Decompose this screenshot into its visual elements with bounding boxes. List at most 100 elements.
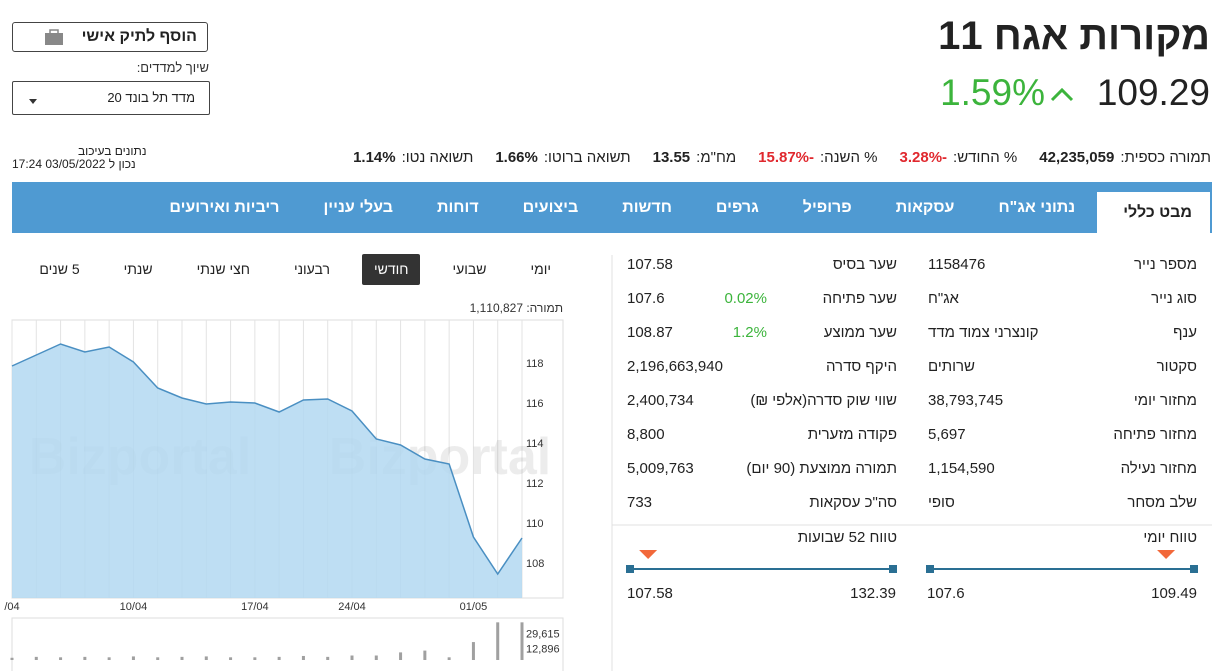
stat-label: % השנה:: [820, 149, 878, 166]
info-label: מחזור יומי: [1133, 392, 1197, 409]
x-tick-label: 17/04: [241, 601, 269, 613]
volume-bar: [326, 656, 330, 660]
stat: תשואה נטו: 1.14%: [353, 149, 473, 166]
info-label: מספר נייר: [1134, 256, 1197, 273]
stat: תשואה ברוטו: 1.66%: [495, 149, 630, 166]
chart-range-button[interactable]: חצי שנתי: [196, 261, 250, 277]
info-value: 2,400,734: [627, 392, 694, 409]
tab[interactable]: חדשות: [622, 199, 672, 216]
chart-range-button[interactable]: שבועי: [452, 261, 487, 277]
volume-bar: [301, 655, 305, 660]
volume-bar: [131, 656, 135, 660]
volume-bar: [180, 656, 184, 660]
stat-value: 1.14%: [353, 149, 396, 166]
info-label: שער ממוצע: [823, 324, 897, 341]
chart-range-button[interactable]: חודשי: [361, 254, 421, 285]
info-label: מחזור פתיחה: [1113, 426, 1197, 443]
volume-bar: [520, 622, 524, 660]
info-value: 107.58: [627, 256, 673, 273]
chart-range-button[interactable]: 5 שנים: [39, 261, 80, 277]
index-select[interactable]: מדד תל בונד 20: [12, 81, 210, 115]
info-label: היקף סדרה: [826, 358, 897, 375]
range-title: טווח 52 שבועות: [797, 529, 897, 546]
info-value: 1158476: [928, 256, 986, 273]
tab[interactable]: בעלי עניין: [323, 199, 393, 216]
info-value: 108.87: [627, 324, 673, 341]
volume-bar: [399, 652, 403, 660]
tab[interactable]: עסקאות: [895, 199, 955, 216]
price-area: [12, 344, 522, 598]
info-value: 38,793,745: [928, 392, 1004, 409]
stat-value: 42,235,059: [1039, 149, 1115, 166]
stat: % השנה: -15.87%: [758, 149, 877, 166]
chart-range-button[interactable]: רבעוני: [293, 261, 330, 277]
info-value: 107.6: [627, 290, 665, 307]
stat-label: מח"מ:: [696, 149, 737, 166]
volume-bar: [59, 657, 63, 660]
y-tick-label: 116: [526, 398, 544, 410]
volume-bar: [471, 642, 475, 660]
info-label: ענף: [1173, 324, 1197, 341]
volume-bar: [204, 656, 208, 660]
info-label: שער בסיס: [832, 256, 897, 273]
tab[interactable]: ביצועים: [522, 199, 579, 216]
price: 109.29: [1096, 72, 1210, 113]
stat-value: 1.66%: [495, 149, 538, 166]
info-label: סוג נייר: [1151, 290, 1197, 307]
info-label: תמורה ממוצעת (90 יום): [746, 460, 897, 477]
volume-bar: [496, 622, 500, 660]
add-portfolio-button[interactable]: הוסף לתיק אישי: [12, 22, 208, 52]
range-low: 107.58: [627, 585, 673, 602]
info-change: 0.02%: [724, 290, 767, 307]
volume-bar: [423, 650, 427, 660]
volume-bar: [34, 656, 38, 660]
y-tick-label: 114: [526, 438, 544, 450]
price-marker: [1157, 550, 1176, 559]
up-arrow: [1050, 87, 1074, 102]
range-title: טווח יומי: [1143, 529, 1197, 546]
range-low: 107.6: [927, 585, 965, 602]
x-tick-label: /04: [4, 601, 19, 613]
info-label: שווי שוק סדרה(אלפי ₪): [750, 392, 897, 409]
volume-bar: [10, 657, 14, 660]
security-title: מקורות אגח 11: [938, 14, 1210, 58]
turnover: תמורה: 1,110,827: [469, 301, 563, 315]
info-value: 5,009,763: [627, 460, 694, 477]
delay-note: נתונים בעיכוב: [78, 144, 147, 158]
volume-bar: [374, 655, 378, 660]
tab[interactable]: ריביות ואירועים: [169, 199, 280, 216]
info-label: סקטור: [1156, 358, 1197, 375]
volume-frame: [11, 617, 564, 671]
info-value: אג"ח: [928, 290, 959, 307]
price-line: [11, 343, 523, 576]
volume-tick-label: 29,615: [526, 628, 560, 640]
chart-range-button[interactable]: יומי: [530, 261, 551, 277]
info-value: סופי: [928, 494, 955, 511]
stat-value: -3.28%: [899, 149, 948, 166]
index-label: שיוך למדדים:: [136, 60, 209, 75]
range-end: [889, 565, 897, 573]
y-tick-label: 112: [526, 478, 544, 490]
tab[interactable]: פרופיל: [802, 199, 852, 216]
tab[interactable]: נתוני אג"ח: [998, 199, 1076, 216]
stat-label: תמורה כספית:: [1120, 149, 1211, 166]
info-label: מחזור נעילה: [1120, 460, 1197, 477]
volume-bar: [156, 657, 160, 660]
stat-label: תשואה ברוטו:: [543, 149, 631, 166]
range-high: 132.39: [850, 585, 896, 602]
tab[interactable]: מבט כללי: [1097, 192, 1210, 233]
tab[interactable]: גרפים: [715, 199, 759, 216]
info-value: 1,154,590: [928, 460, 995, 477]
info-value: 733: [627, 494, 653, 511]
volume-bar: [277, 656, 281, 660]
y-tick-label: 108: [526, 558, 544, 570]
change: 1.59%: [940, 72, 1045, 113]
chart-range-button[interactable]: שנתי: [123, 261, 153, 277]
x-tick-label: 01/05: [460, 601, 488, 613]
stat-value: -15.87%: [758, 149, 815, 166]
stat: מח"מ: 13.55: [653, 149, 737, 166]
tab[interactable]: דוחות: [436, 199, 479, 216]
